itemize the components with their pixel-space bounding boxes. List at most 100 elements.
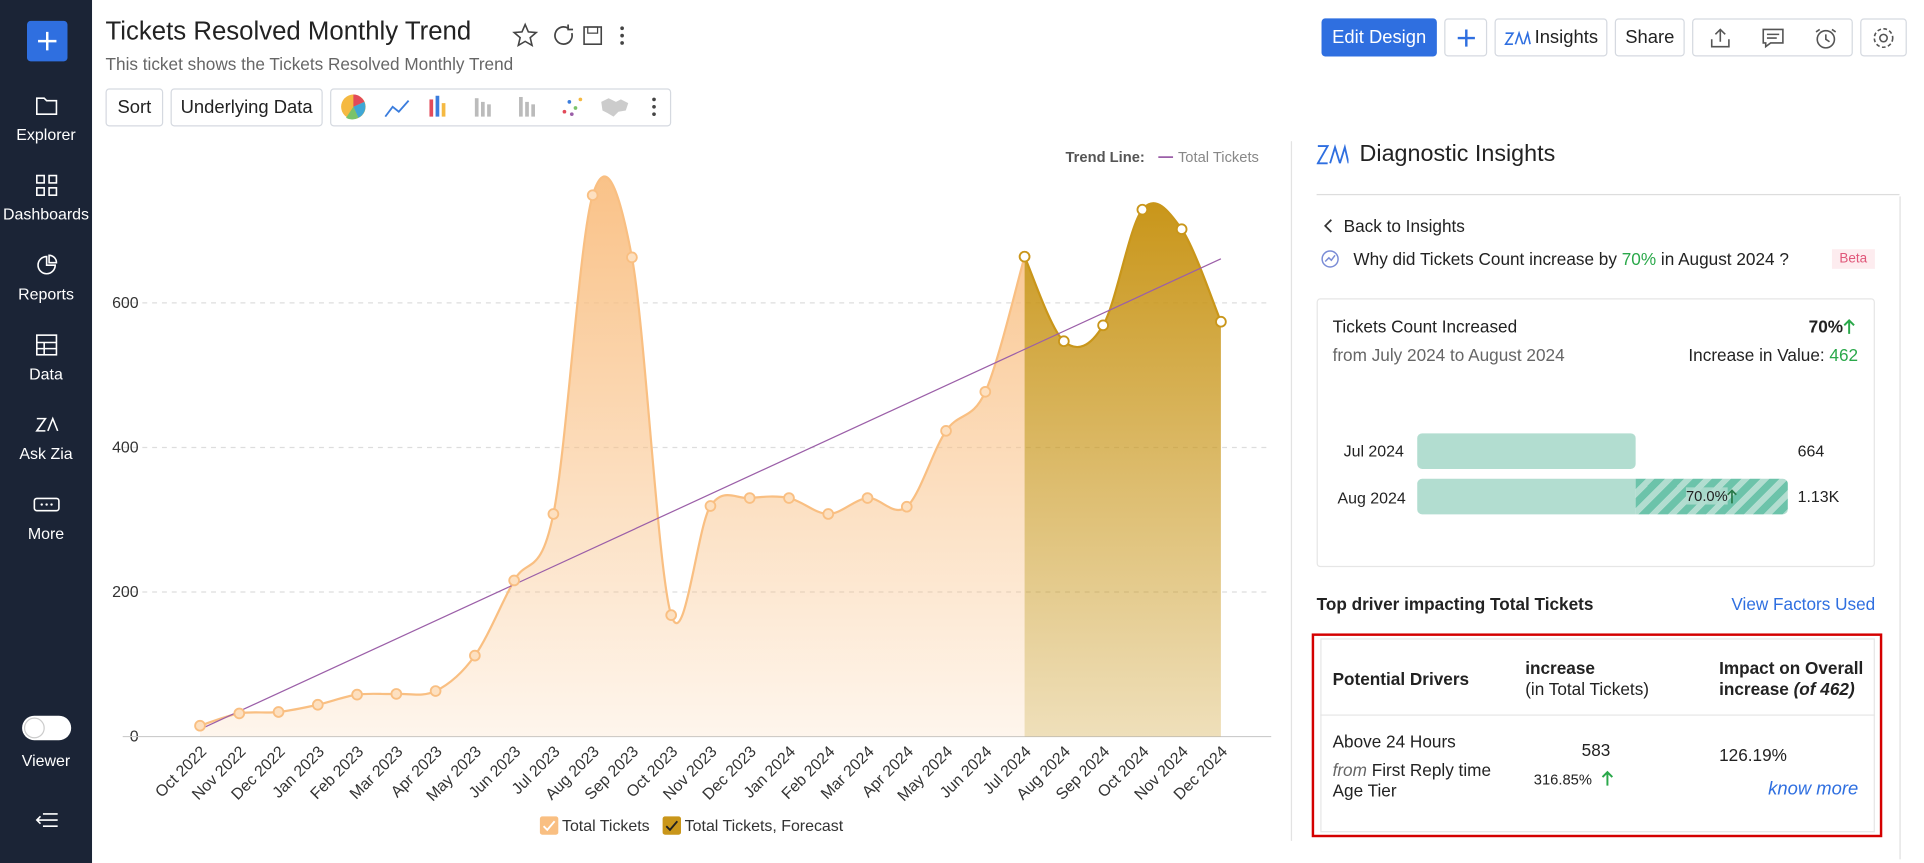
- insight-question: Why did Tickets Count increase by 70% in…: [1353, 249, 1788, 269]
- more-types[interactable]: [652, 97, 656, 117]
- stacked-type[interactable]: [474, 98, 491, 117]
- highlight-box: [1311, 633, 1883, 838]
- save-icon[interactable]: [583, 26, 603, 45]
- driver-factor: from First Reply time: [1333, 760, 1491, 780]
- point: [1215, 315, 1227, 328]
- point: [940, 425, 952, 437]
- row-label: Jul 2024: [1343, 441, 1404, 461]
- legend-item[interactable]: Total Tickets: [539, 816, 650, 835]
- viewer-toggle[interactable]: [21, 714, 73, 741]
- reports-icon: [37, 254, 58, 275]
- map-type[interactable]: [601, 98, 629, 117]
- point: [900, 500, 913, 513]
- nav-item[interactable]: Data: [29, 364, 63, 384]
- nav-item[interactable]: More: [27, 524, 65, 543]
- line-type[interactable]: [384, 100, 410, 118]
- action-group: [1692, 18, 1853, 57]
- point: [743, 492, 756, 504]
- column-type[interactable]: [519, 96, 535, 117]
- increase-label: 70.0%: [1685, 487, 1728, 505]
- settings-icon: [1873, 27, 1894, 48]
- chart-type-group: [330, 88, 672, 127]
- question-text: in August 2024 ?: [1660, 249, 1789, 269]
- compare-bar: [1417, 478, 1636, 515]
- favorite-icon[interactable]: [512, 22, 539, 48]
- menu-icon[interactable]: [620, 26, 624, 45]
- scatter-type[interactable]: [562, 97, 583, 117]
- row-label: Aug 2024: [1337, 488, 1406, 507]
- add-button[interactable]: [26, 20, 68, 62]
- header-part: increase: [1719, 678, 1789, 699]
- zia-icon: [1503, 30, 1531, 45]
- chart-type-icons: [341, 94, 656, 120]
- card-value: Increase in Value: 462: [1688, 345, 1858, 365]
- impact-value: 126.19%: [1719, 745, 1787, 765]
- y-tick-label: 200: [112, 584, 139, 601]
- refresh-icon[interactable]: [554, 24, 574, 45]
- table-header: Potential Drivers: [1332, 669, 1470, 689]
- summary-card: [1316, 298, 1875, 568]
- edit-design-button[interactable]: Edit Design: [1321, 18, 1437, 57]
- point: [233, 707, 246, 720]
- dashboards-icon: [36, 174, 58, 196]
- pie-type[interactable]: [341, 94, 366, 120]
- legend-label: Total Tickets, Forecast: [685, 818, 844, 835]
- card-period: from July 2024 to August 2024: [1332, 344, 1565, 365]
- alarm-icon[interactable]: [1813, 26, 1838, 49]
- point: [469, 649, 481, 662]
- insight-icon: [1321, 250, 1339, 268]
- bar-type[interactable]: [429, 95, 446, 117]
- sidebar: Explorer Dashboards Reports Data Ask Zia…: [0, 0, 93, 863]
- separator: [1316, 193, 1900, 196]
- insights-button[interactable]: Insights: [1494, 18, 1608, 57]
- legend-item[interactable]: Total Tickets, Forecast: [662, 816, 844, 835]
- comment-icon[interactable]: [1760, 26, 1785, 48]
- legend-swatch: [662, 816, 682, 835]
- plus-icon: [38, 31, 57, 51]
- point: [390, 688, 403, 700]
- point: [626, 251, 638, 264]
- point: [351, 688, 363, 701]
- factor-name: First Reply time: [1371, 759, 1492, 780]
- table-header: Impact on Overall: [1719, 657, 1864, 678]
- add-button[interactable]: [1444, 18, 1488, 57]
- collapse-icon[interactable]: [34, 810, 59, 830]
- point: [311, 698, 324, 711]
- nav-item[interactable]: Dashboards: [2, 205, 90, 224]
- title-actions: [512, 22, 624, 48]
- export-icon[interactable]: [1707, 26, 1732, 48]
- point: [704, 500, 717, 512]
- data-icon: [36, 334, 58, 356]
- share-button[interactable]: Share: [1614, 18, 1685, 57]
- driver-name: Above 24 Hours: [1332, 731, 1456, 752]
- insights-label: Insights: [1534, 27, 1599, 48]
- point: [1018, 250, 1031, 263]
- sort-button[interactable]: Sort: [105, 88, 164, 127]
- back-link[interactable]: Back to Insights: [1343, 216, 1465, 236]
- view-factors-link[interactable]: View Factors Used: [1731, 594, 1876, 614]
- trend-legend-name: Total Tickets: [1178, 150, 1259, 166]
- series-line: [1023, 202, 1222, 349]
- compare-bar: [1417, 433, 1636, 469]
- y-tick-label: 400: [112, 439, 139, 456]
- point: [547, 508, 560, 520]
- point: [1097, 319, 1109, 332]
- card-heading: Tickets Count Increased: [1332, 316, 1518, 337]
- nav-item[interactable]: Ask Zia: [19, 444, 73, 463]
- nav-item[interactable]: Reports: [18, 284, 74, 304]
- up-arrow: [1843, 319, 1855, 334]
- row-value: 1.13K: [1797, 487, 1840, 506]
- back-icon[interactable]: [1323, 217, 1335, 234]
- point: [272, 706, 285, 718]
- point: [861, 492, 874, 504]
- know-more-link[interactable]: know more: [1768, 778, 1859, 800]
- trend-legend-label: Trend Line:: [1066, 150, 1145, 166]
- settings-button[interactable]: [1860, 18, 1907, 57]
- from-label: from: [1332, 759, 1367, 780]
- legend-swatch: [539, 816, 559, 835]
- nav-item[interactable]: Explorer: [16, 125, 76, 144]
- underlying-data-button[interactable]: Underlying Data: [170, 88, 323, 127]
- point: [822, 508, 835, 520]
